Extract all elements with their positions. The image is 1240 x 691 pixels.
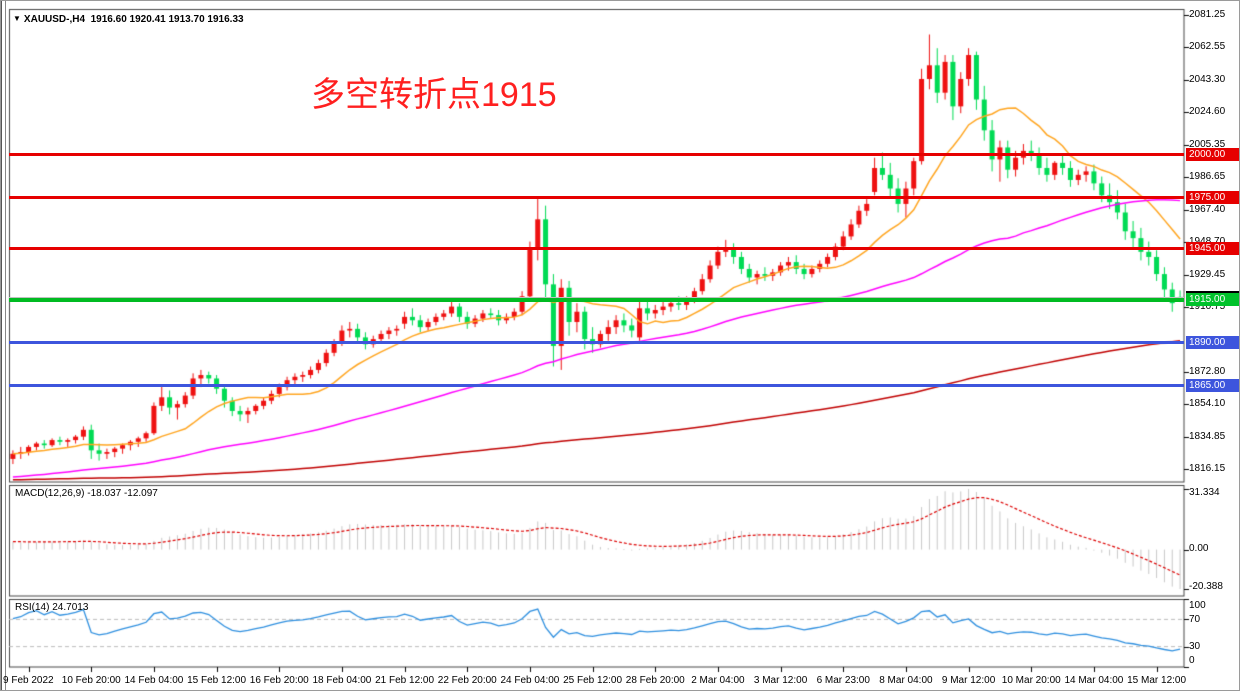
price-axis-label: 1948.70	[1189, 236, 1225, 248]
time-axis-label: 25 Feb 12:00	[563, 675, 623, 686]
close-value: 1916.33	[207, 14, 244, 25]
time-axis-label: 22 Feb 20:00	[437, 675, 497, 686]
price-badge-1915.00: 1915.00	[1186, 293, 1239, 307]
time-axis-label: 16 Feb 20:00	[249, 675, 309, 686]
price-badge-1945.00: 1945.00	[1186, 241, 1239, 255]
rsi-axis-label: 100	[1189, 600, 1206, 611]
macd-indicator-label: MACD(12,26,9) -18.037 -12.097	[15, 488, 158, 499]
price-badge-1975.00: 1975.00	[1186, 190, 1239, 204]
time-axis-label: 10 Mar 20:00	[1001, 675, 1061, 686]
time-axis-label: 24 Feb 04:00	[500, 675, 560, 686]
hline-pivot-1915[interactable]	[9, 297, 1184, 302]
price-axis-label: 2024.60	[1189, 106, 1226, 118]
time-axis-label: 6 Mar 23:00	[816, 675, 870, 686]
hline-current-price-line[interactable]	[9, 296, 1184, 298]
time-axis-label: 28 Feb 20:00	[625, 675, 685, 686]
time-axis-label: 14 Mar 04:00	[1064, 675, 1124, 686]
price-axis-label: 1986.65	[1189, 171, 1226, 183]
rsi-axis-label: 70	[1189, 614, 1201, 625]
open-value: 1916.60	[90, 14, 127, 25]
time-axis-label: 15 Mar 12:00	[1127, 675, 1187, 686]
symbol-label: XAUUSD-,H4	[23, 14, 86, 25]
macd-axis-label: 31.334	[1189, 487, 1220, 498]
time-axis-label: 18 Feb 04:00	[312, 675, 372, 686]
macd-axis-label: 0.00	[1189, 543, 1209, 554]
price-axis-label: 1854.10	[1189, 397, 1226, 409]
price-axis-label: 1816.15	[1189, 462, 1226, 474]
hline-support-1865[interactable]	[9, 383, 1184, 387]
time-axis-label: 14 Feb 04:00	[124, 675, 184, 686]
symbol-dropdown-icon[interactable]: ▼	[13, 14, 21, 23]
price-badge-1890.00: 1890.00	[1186, 336, 1239, 350]
time-axis-label: 10 Feb 20:00	[61, 675, 121, 686]
price-axis-label: 1967.40	[1189, 204, 1226, 216]
price-axis-label: 1910.75	[1189, 301, 1226, 313]
rsi-axis-label: 30	[1189, 641, 1201, 652]
macd-axis-label: -20.388	[1189, 581, 1223, 592]
price-badge-1865.00: 1865.00	[1186, 378, 1239, 392]
hline-resistance-2000[interactable]	[9, 152, 1184, 156]
rsi-indicator-label: RSI(14) 24.7013	[15, 602, 89, 613]
hline-resistance-1945[interactable]	[9, 246, 1184, 250]
price-badge-2000.00: 2000.00	[1186, 147, 1239, 161]
price-axis-label: 1929.45	[1189, 269, 1226, 281]
hline-support-1890[interactable]	[9, 341, 1184, 345]
time-axis-label: 9 Feb 2022	[3, 675, 54, 686]
price-axis-label: 1872.80	[1189, 365, 1226, 377]
time-axis-label: 3 Mar 12:00	[753, 675, 808, 686]
chart-annotation-text: 多空转折点1915	[311, 76, 557, 114]
time-axis-label: 9 Mar 12:00	[941, 675, 996, 686]
time-axis-label: 8 Mar 04:00	[879, 675, 933, 686]
time-axis-label: 21 Feb 12:00	[375, 675, 435, 686]
price-axis-label: 2081.25	[1189, 9, 1226, 21]
high-value: 1920.41	[129, 14, 166, 25]
hline-resistance-1975[interactable]	[9, 195, 1184, 199]
rsi-axis-label: 0	[1189, 655, 1195, 666]
price-axis-label: 2062.55	[1189, 41, 1226, 53]
time-axis-label: 2 Mar 04:00	[691, 675, 745, 686]
price-axis-label: 2043.30	[1189, 74, 1226, 86]
low-value: 1913.70	[168, 14, 205, 25]
price-axis-label: 2005.35	[1189, 139, 1226, 151]
chart-title: ▼ XAUUSD-,H4 1916.60 1920.41 1913.70 1916…	[13, 14, 244, 25]
time-axis-label: 15 Feb 12:00	[187, 675, 247, 686]
price-axis-label: 1834.85	[1189, 430, 1226, 442]
